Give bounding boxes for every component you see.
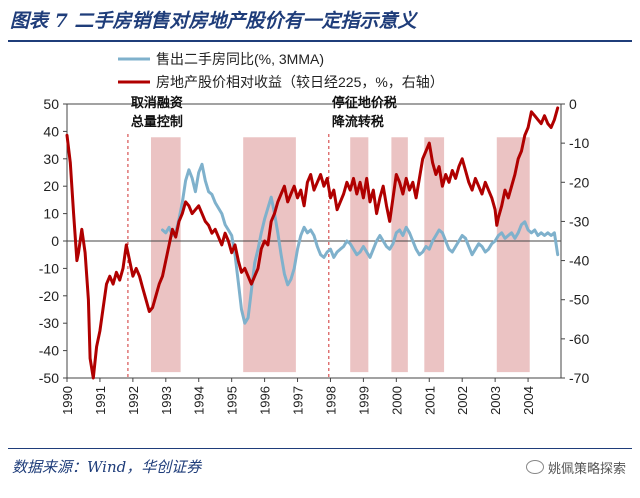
- x-tick-label: 1996: [258, 386, 273, 415]
- y-left-tick-label: -50: [39, 370, 59, 386]
- legend-label-1: 售出二手房同比(%, 3MMA): [156, 51, 324, 67]
- series-line-realestate-relative-return: [65, 106, 560, 380]
- y-left-tick-label: 50: [43, 96, 59, 112]
- title-rule: [8, 40, 632, 42]
- x-tick-label: 1998: [323, 386, 338, 415]
- annotation-text: 降流转税: [332, 114, 384, 129]
- y-left-tick-label: -20: [39, 288, 59, 304]
- y-left-tick-label: -30: [39, 315, 59, 331]
- series-lines: [65, 106, 560, 380]
- y-left-tick-label: 40: [43, 123, 59, 139]
- shaded-period-5: [424, 137, 445, 373]
- annotation-text: 停征地价税: [332, 95, 397, 110]
- wechat-icon: [525, 460, 544, 474]
- x-tick-label: 2000: [389, 386, 404, 415]
- shaded-period-2: [243, 137, 296, 373]
- x-tick-label: 1991: [93, 386, 108, 415]
- footer-rule: [8, 448, 632, 449]
- x-tick-label: 2003: [488, 386, 503, 415]
- y-right-tick-label: 0: [569, 96, 577, 112]
- x-tick-label: 1990: [60, 386, 75, 415]
- x-tick-label: 2002: [455, 386, 470, 415]
- x-tick-label: 1994: [192, 386, 207, 415]
- y-left-tick-label: 30: [43, 151, 59, 167]
- y-right-tick-label: -30: [569, 213, 589, 229]
- shaded-period-3: [350, 137, 369, 373]
- x-tick-label: 2001: [422, 386, 437, 415]
- legend-label-2: 房地产股价相对收益（较日经225，%，右轴）: [156, 74, 444, 90]
- series-line-secondhand-sales: [161, 162, 560, 325]
- page-title: 图表 7 二手房销售对房地产股价有一定指示意义: [10, 10, 417, 32]
- y-left-tick-label: 0: [51, 233, 59, 249]
- y-right-tick-label: -40: [569, 253, 589, 269]
- shaded-periods: [150, 137, 530, 373]
- x-tick-label: 1992: [126, 386, 141, 415]
- annotation-text: 总量控制: [131, 114, 183, 129]
- x-tick-label: 1997: [291, 386, 306, 415]
- shaded-period-4: [391, 137, 408, 373]
- y-right-tick-label: -60: [569, 331, 589, 347]
- x-tick-label: 1999: [356, 386, 371, 415]
- y-left-tick-label: 20: [43, 178, 59, 194]
- x-tick-label: 1995: [225, 386, 240, 415]
- legend: 售出二手房同比(%, 3MMA) 房地产股价相对收益（较日经225，%，右轴）: [118, 51, 444, 90]
- y-left-tick-label: -10: [39, 260, 59, 276]
- annotation-text: 取消融资: [131, 95, 183, 110]
- shaded-period-6: [496, 137, 530, 373]
- y-left-tick-label: 10: [43, 206, 59, 222]
- x-tick-label: 1993: [159, 386, 174, 415]
- y-right-tick-label: -10: [569, 135, 589, 151]
- y-left-tick-label: -40: [39, 343, 59, 359]
- x-tick-label: 2004: [521, 386, 536, 415]
- watermark-text: 姚佩策略探索: [547, 462, 626, 477]
- source-note: 数据来源：Wind，华创证券: [12, 458, 202, 476]
- y-right-tick-label: -50: [569, 292, 589, 308]
- watermark: 姚佩策略探索: [525, 458, 626, 477]
- y-right-tick-label: -70: [569, 370, 589, 386]
- axes: 50 40 30 20 10 0 -10 -20 -30 -40 -50 0 -10 -20 -30 -40 -…: [39, 96, 590, 415]
- y-right-tick-label: -20: [569, 174, 589, 190]
